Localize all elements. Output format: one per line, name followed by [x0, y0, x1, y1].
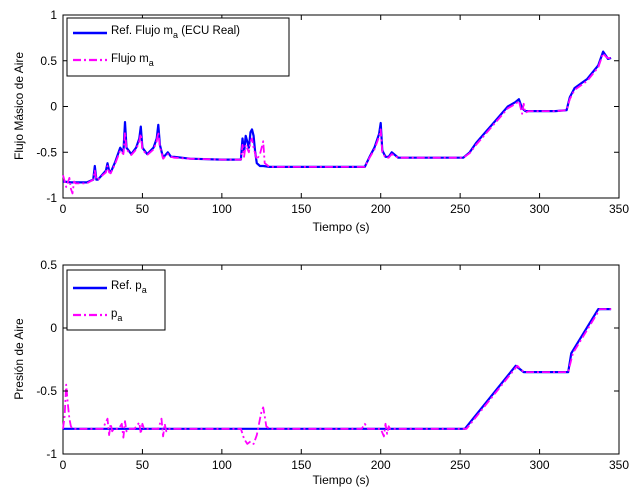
x-tick-label: 150: [291, 458, 311, 472]
x-tick-label: 350: [609, 458, 629, 472]
x-tick-label: 200: [371, 458, 391, 472]
y-tick-label: -0.5: [36, 384, 57, 398]
x-tick-label: 50: [136, 458, 150, 472]
x-tick-label: 0: [60, 202, 67, 216]
series-line-0: [62, 50, 612, 184]
x-tick-label: 300: [530, 458, 550, 472]
y-axis-label: Presión de Aire: [12, 318, 26, 400]
series-lines: [62, 50, 612, 195]
y-tick-label: 0: [50, 100, 57, 114]
x-tick-label: 200: [371, 202, 391, 216]
y-tick-label: -1: [46, 447, 57, 461]
legend: Ref. pa pa: [66, 269, 166, 331]
legend: Ref. Flujo ma (ECU Real) Flujo ma: [66, 17, 290, 77]
x-tick-label: 50: [136, 202, 150, 216]
legend-label-ref-presion: Ref. pa: [111, 280, 147, 295]
legend-label-presion: pa: [111, 308, 122, 323]
legend-label-flujo: Flujo ma: [111, 53, 154, 68]
legend-box: [66, 269, 166, 331]
axis-ticks: 0 50 100 150 200 250 300 350 1 0.5 0 -0.5 -1: [36, 8, 629, 216]
legend-box: [66, 17, 290, 77]
chart-flujo-masico: 0 50 100 150 200 250 300 350 1 0.5 0 -0.5 -1 Tiempo …: [12, 8, 629, 234]
y-tick-label: -0.5: [36, 145, 57, 159]
axis-ticks: 0 50 100 150 200 250 300 350 0.5 0 -0.5 -1: [36, 258, 629, 472]
x-tick-label: 0: [60, 458, 67, 472]
series-lines: [62, 308, 612, 445]
x-tick-label: 300: [530, 202, 550, 216]
x-tick-label: 150: [291, 202, 311, 216]
y-tick-label: -1: [46, 191, 57, 205]
y-axis-label: Flujo Másico de Aire: [12, 52, 26, 160]
chart-presion-aire: 0 50 100 150 200 250 300 350 0.5 0 -0.5 -1 Tiempo (…: [12, 258, 629, 487]
x-tick-label: 250: [450, 458, 470, 472]
y-tick-label: 0.5: [40, 54, 57, 68]
series-line-1: [62, 308, 612, 445]
x-tick-label: 250: [450, 202, 470, 216]
x-tick-label: 350: [609, 202, 629, 216]
y-tick-label: 0: [50, 321, 57, 335]
x-tick-label: 100: [212, 458, 232, 472]
series-line-1: [62, 52, 612, 195]
x-axis-label: Tiempo (s): [313, 473, 370, 487]
y-tick-label: 1: [50, 8, 57, 22]
x-tick-label: 100: [212, 202, 232, 216]
x-axis-label: Tiempo (s): [313, 220, 370, 234]
legend-label-ref-flujo: Ref. Flujo ma (ECU Real): [111, 25, 240, 40]
y-tick-label: 0.5: [40, 258, 57, 272]
